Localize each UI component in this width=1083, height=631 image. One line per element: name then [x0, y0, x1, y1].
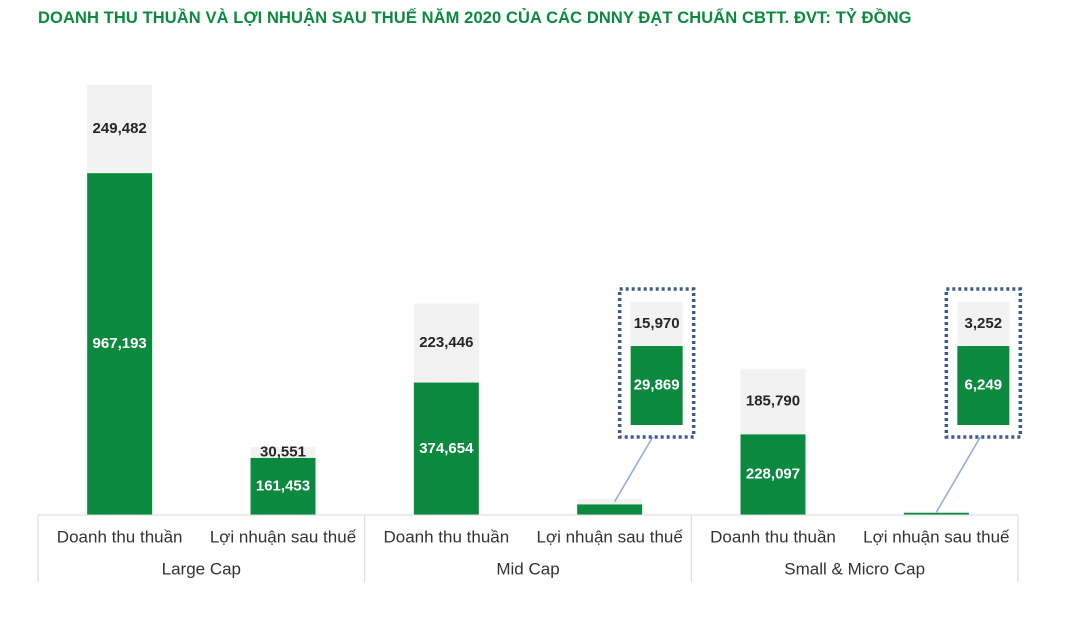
- callout-lower-segment: [630, 346, 683, 425]
- category-tick-label: Lợi nhuận sau thuế: [863, 527, 1010, 546]
- bar-lower-segment: [740, 434, 806, 515]
- callout-lower-segment: [957, 346, 1010, 425]
- bar-upper-segment: [413, 303, 479, 383]
- bar-upper-segment: [740, 368, 806, 435]
- category-tick-label: Doanh thu thuần: [57, 527, 183, 546]
- bar-lower-segment: [577, 504, 643, 515]
- bar-lower-segment: [413, 382, 479, 515]
- callout-upper-segment: [630, 302, 683, 346]
- lower-data-label: 228,097: [746, 466, 800, 483]
- bar-lower-segment: [903, 512, 969, 515]
- upper-data-label: 15,970: [634, 315, 680, 332]
- upper-data-label: 249,482: [93, 120, 147, 137]
- upper-data-label: 223,446: [419, 334, 473, 351]
- category-tick-label: Lợi nhuận sau thuế: [537, 527, 684, 546]
- chart-title: DOANH THU THUẦN VÀ LỢI NHUẬN SAU THUẾ NĂ…: [38, 9, 912, 27]
- group-tick-label: Large Cap: [162, 559, 241, 578]
- upper-data-label: 185,790: [746, 393, 800, 410]
- lower-data-label: 967,193: [93, 335, 147, 352]
- callout-upper-segment: [957, 302, 1010, 346]
- bar-upper-segment: [577, 498, 643, 505]
- callout-leader-line: [935, 436, 981, 513]
- category-tick-label: Lợi nhuận sau thuế: [210, 527, 357, 546]
- bar-upper-segment: [87, 85, 153, 174]
- upper-data-label: 3,252: [965, 315, 1003, 332]
- group-tick-label: Mid Cap: [496, 559, 559, 578]
- category-tick-label: Doanh thu thuần: [383, 527, 509, 546]
- bar-lower-segment: [87, 173, 153, 515]
- lower-data-label: 374,654: [419, 440, 474, 457]
- callout-leader-line: [614, 436, 654, 503]
- upper-data-label: 30,551: [260, 444, 306, 461]
- bar-upper-segment: [250, 447, 316, 458]
- lower-data-label: 6,249: [965, 376, 1003, 393]
- lower-data-label: 161,453: [256, 477, 310, 494]
- group-tick-label: Small & Micro Cap: [784, 559, 925, 578]
- category-tick-label: Doanh thu thuần: [710, 527, 836, 546]
- bar-lower-segment: [250, 457, 316, 515]
- lower-data-label: 29,869: [634, 376, 680, 393]
